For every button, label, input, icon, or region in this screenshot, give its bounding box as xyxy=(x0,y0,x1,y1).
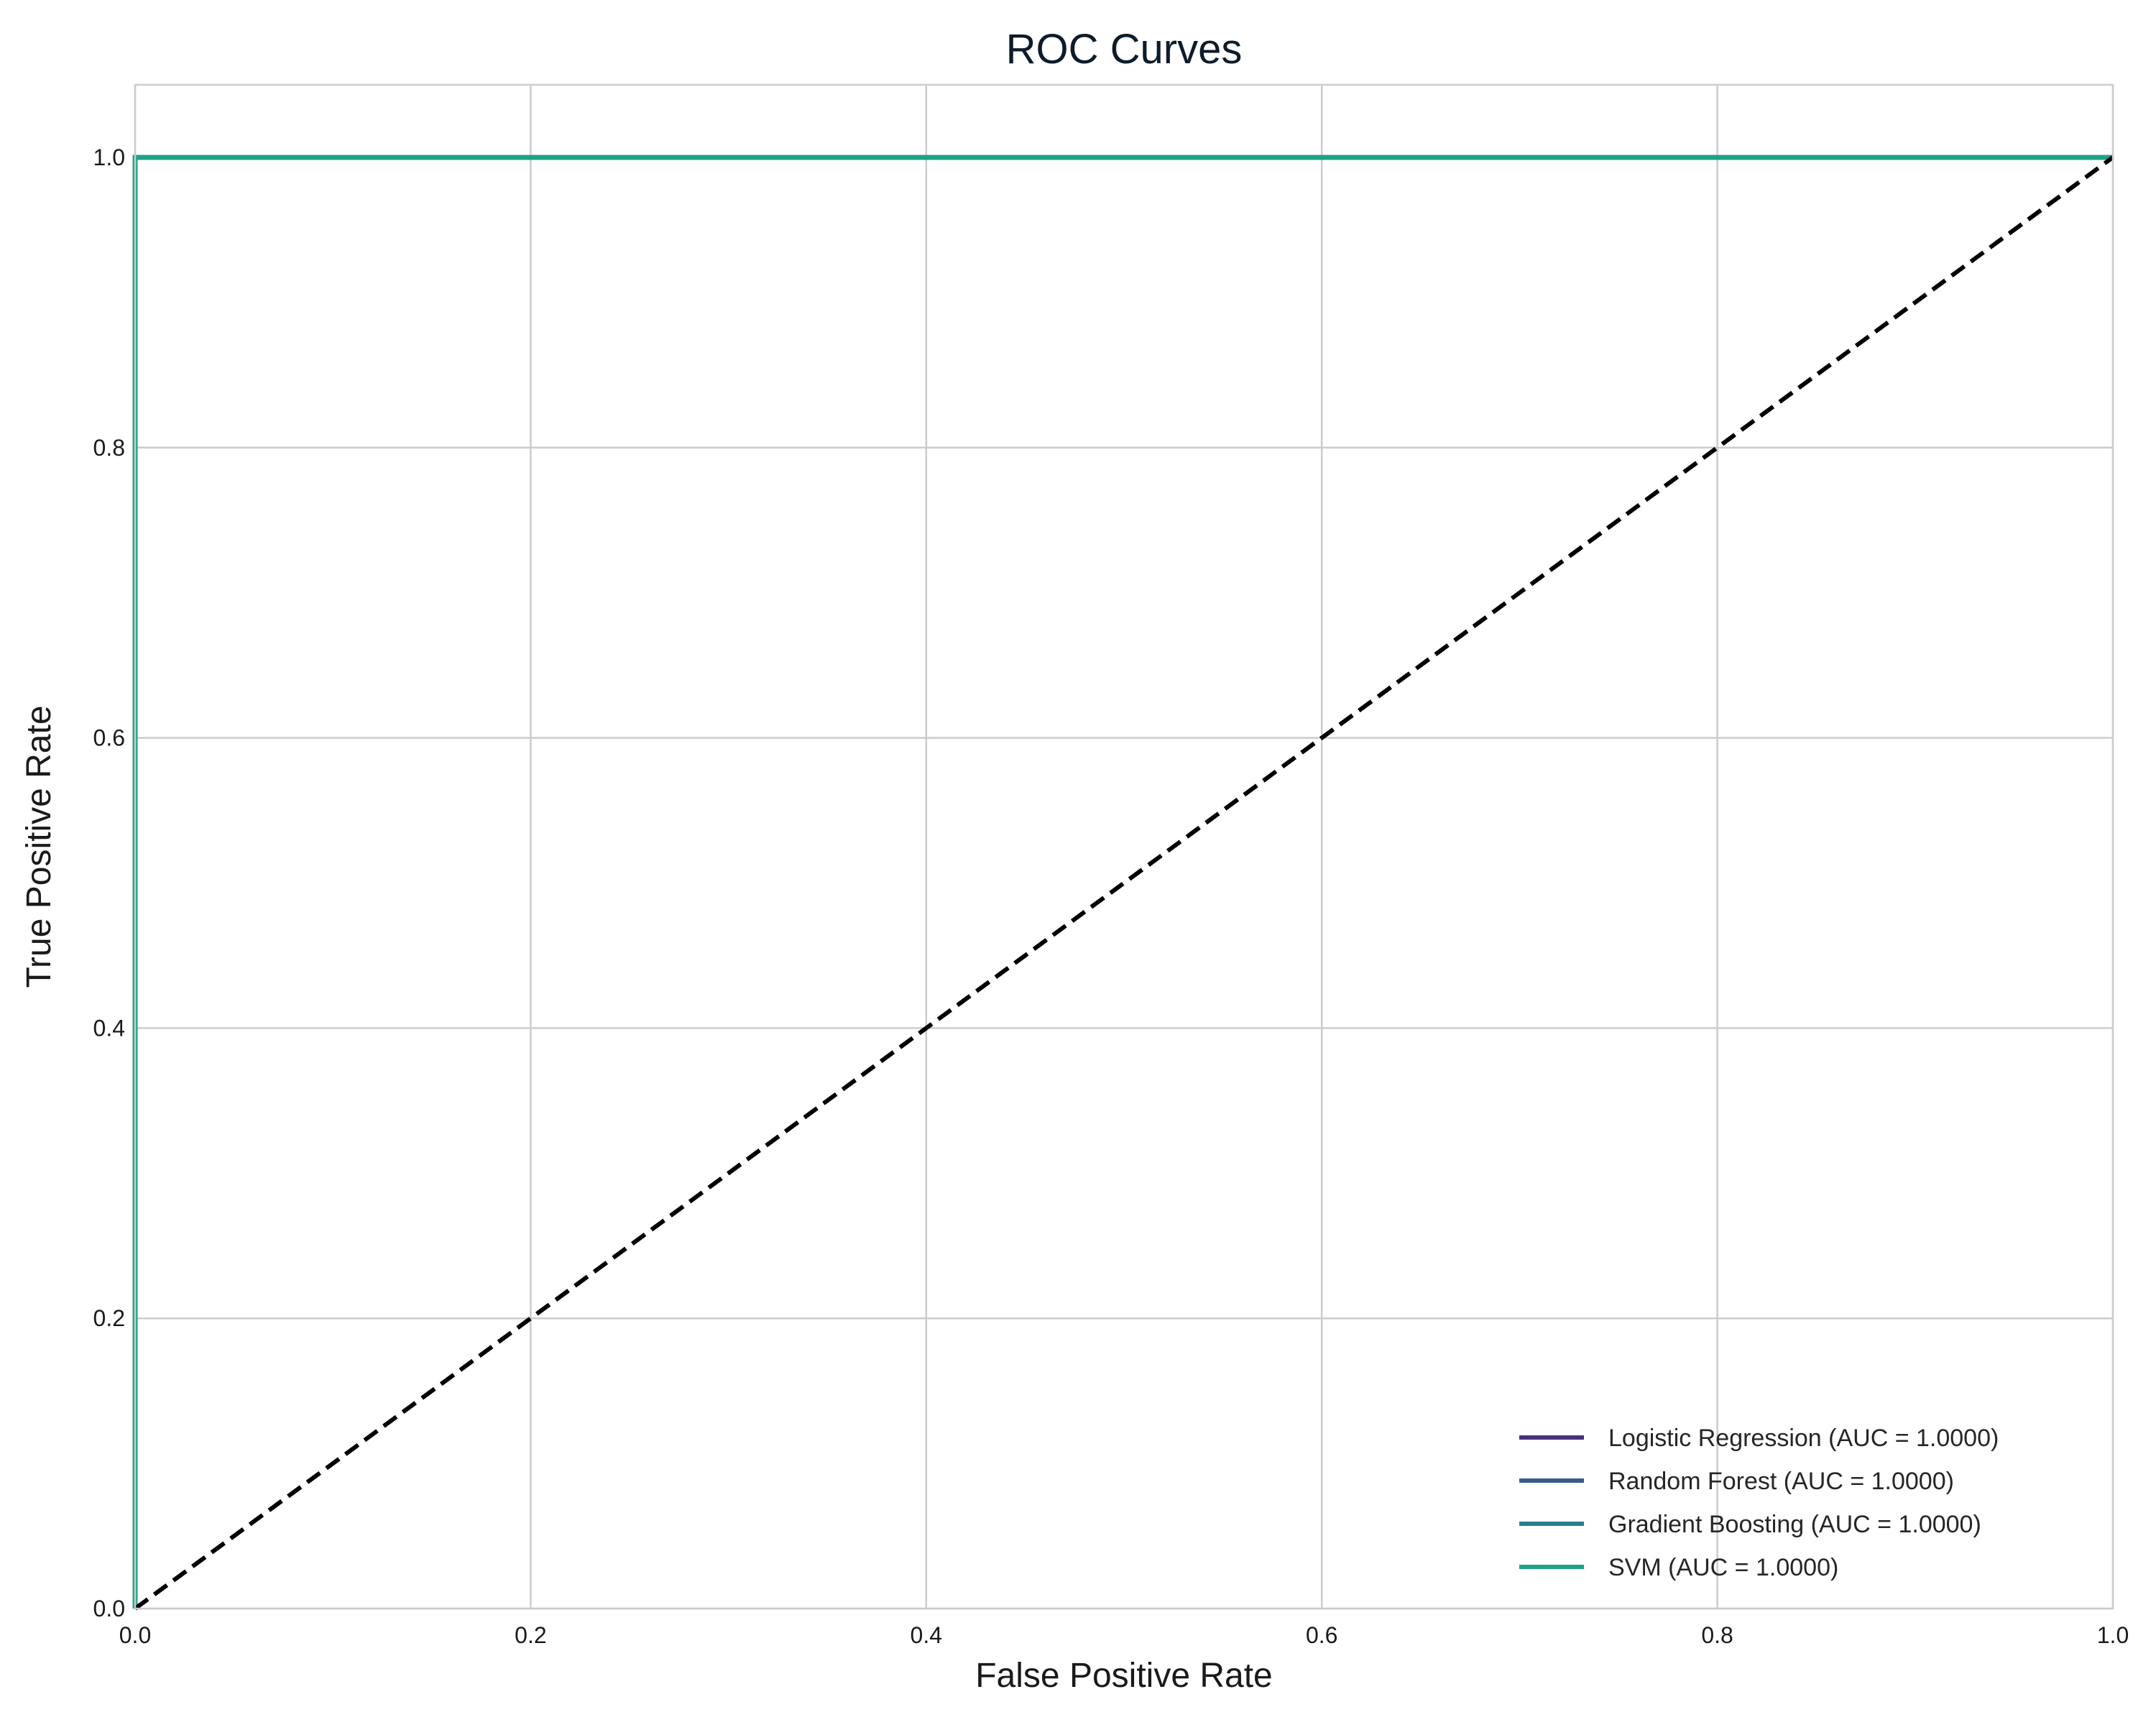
random-chance-line xyxy=(134,155,2114,1611)
legend-label-1: Random Forest (AUC = 1.0000) xyxy=(1608,1468,1954,1495)
y-tick-label-3: 0.6 xyxy=(93,725,125,751)
legend-label-3: SVM (AUC = 1.0000) xyxy=(1608,1554,1838,1581)
y-tick-label-5: 1.0 xyxy=(93,144,125,170)
chart-title: ROC Curves xyxy=(1006,26,1243,73)
x-tick-label-0: 0.0 xyxy=(119,1622,151,1648)
legend-label-0: Logistic Regression (AUC = 1.0000) xyxy=(1608,1425,1999,1452)
legend: Logistic Regression (AUC = 1.0000) Random… xyxy=(1519,1425,1999,1581)
y-tick-label-4: 0.8 xyxy=(93,435,125,461)
y-axis-title: True Positive Rate xyxy=(20,705,58,988)
x-tick-label-5: 1.0 xyxy=(2097,1622,2129,1648)
y-tick-label-0: 0.0 xyxy=(93,1596,125,1622)
y-tick-label-1: 0.2 xyxy=(93,1305,125,1331)
y-tick-label-2: 0.4 xyxy=(93,1015,125,1041)
x-tick-label-1: 0.2 xyxy=(515,1622,546,1648)
x-axis-title: False Positive Rate xyxy=(975,1657,1273,1695)
plot-frame xyxy=(134,83,2114,1610)
legend-label-2: Gradient Boosting (AUC = 1.0000) xyxy=(1608,1511,1981,1538)
x-tick-label-3: 0.6 xyxy=(1306,1622,1337,1648)
tick-labels: 0.0 0.2 0.4 0.6 0.8 1.0 0.0 0.2 0.4 0.6 0.8 1.0 xyxy=(93,144,2129,1648)
x-tick-label-2: 0.4 xyxy=(911,1622,942,1648)
x-tick-label-4: 0.8 xyxy=(1701,1622,1733,1648)
